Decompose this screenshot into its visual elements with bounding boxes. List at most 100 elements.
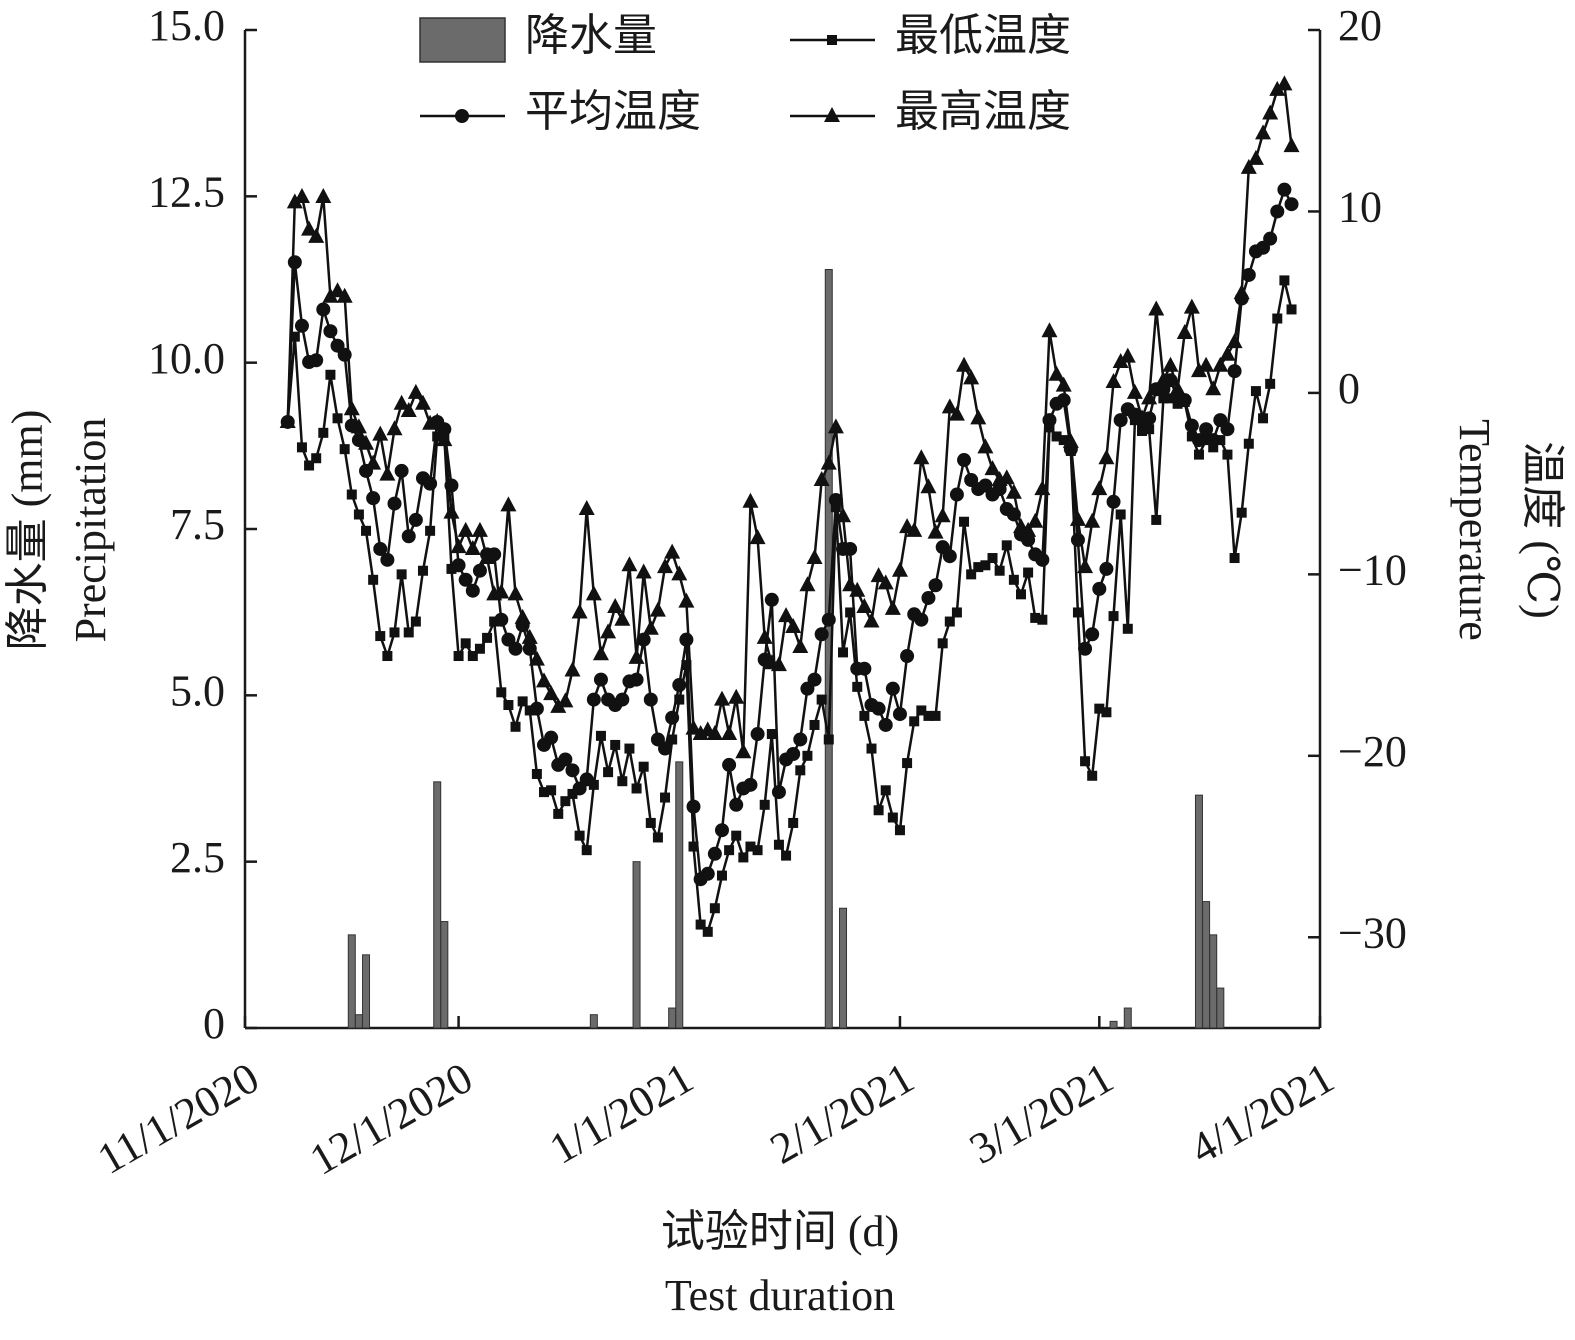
point-marker bbox=[1144, 424, 1155, 435]
point-marker bbox=[581, 845, 592, 856]
point-marker bbox=[802, 750, 813, 761]
x-tick-label: 4/1/2021 bbox=[1182, 1053, 1342, 1174]
point-marker bbox=[432, 431, 443, 442]
point-marker bbox=[375, 631, 386, 642]
point-marker bbox=[885, 681, 900, 696]
point-marker bbox=[1240, 158, 1257, 174]
point-marker bbox=[1277, 182, 1292, 197]
x-tick-label: 12/1/2020 bbox=[302, 1053, 481, 1185]
point-marker bbox=[544, 730, 559, 745]
point-marker bbox=[322, 287, 339, 303]
bar bbox=[1194, 794, 1203, 1029]
point-marker bbox=[1122, 623, 1133, 634]
point-marker bbox=[942, 549, 957, 564]
point-marker bbox=[707, 846, 722, 861]
point-marker bbox=[638, 761, 649, 772]
point-marker bbox=[1250, 386, 1261, 397]
y-tick-label: 2.5 bbox=[170, 833, 225, 882]
point-marker bbox=[792, 637, 809, 653]
point-marker bbox=[688, 841, 699, 852]
bar bbox=[362, 954, 371, 1029]
point-marker bbox=[529, 701, 544, 716]
point-marker bbox=[387, 496, 402, 511]
point-marker bbox=[571, 603, 588, 619]
point-marker bbox=[294, 318, 309, 333]
point-marker bbox=[311, 453, 322, 464]
y-tick-label: 10.0 bbox=[148, 334, 225, 383]
point-marker bbox=[813, 471, 830, 487]
point-marker bbox=[1183, 298, 1200, 314]
point-marker bbox=[894, 825, 905, 836]
point-marker bbox=[859, 710, 870, 721]
point-marker bbox=[358, 434, 375, 450]
point-marker bbox=[838, 647, 849, 658]
point-marker bbox=[738, 852, 749, 863]
point-marker bbox=[489, 616, 500, 627]
point-marker bbox=[927, 523, 944, 539]
point-marker bbox=[884, 599, 901, 615]
point-marker bbox=[729, 797, 744, 812]
point-marker bbox=[460, 638, 471, 649]
point-marker bbox=[1137, 426, 1148, 437]
point-marker bbox=[1276, 75, 1293, 91]
point-marker bbox=[1113, 413, 1128, 428]
point-marker bbox=[610, 739, 621, 750]
point-marker bbox=[857, 661, 872, 676]
point-marker bbox=[914, 612, 929, 627]
bar bbox=[347, 934, 356, 1029]
point-marker bbox=[361, 525, 372, 536]
point-marker bbox=[531, 768, 542, 779]
point-marker bbox=[1098, 449, 1115, 465]
y2-axis-label: Temperature bbox=[1450, 419, 1499, 641]
bar bbox=[440, 921, 449, 1029]
point-marker bbox=[835, 507, 852, 523]
point-marker bbox=[536, 672, 553, 688]
point-marker bbox=[507, 585, 524, 601]
point-marker bbox=[750, 727, 765, 742]
point-marker bbox=[389, 627, 400, 638]
point-marker bbox=[685, 719, 702, 735]
point-marker bbox=[845, 607, 856, 618]
point-marker bbox=[379, 465, 396, 481]
point-marker bbox=[1255, 124, 1272, 140]
point-marker bbox=[1176, 324, 1193, 340]
point-marker bbox=[287, 255, 302, 270]
point-marker bbox=[1193, 449, 1204, 460]
point-marker bbox=[728, 688, 745, 704]
point-marker bbox=[766, 729, 777, 740]
point-marker bbox=[778, 607, 795, 623]
y2-tick-label: 0 bbox=[1338, 364, 1360, 413]
point-marker bbox=[1201, 435, 1212, 446]
point-marker bbox=[1199, 422, 1214, 437]
point-marker bbox=[649, 601, 666, 617]
point-marker bbox=[900, 649, 915, 664]
point-marker bbox=[567, 788, 578, 799]
point-marker bbox=[472, 563, 487, 578]
point-marker bbox=[871, 701, 886, 716]
point-marker bbox=[1208, 442, 1219, 453]
point-marker bbox=[793, 732, 808, 747]
point-marker bbox=[807, 672, 822, 687]
point-marker bbox=[880, 785, 891, 796]
point-marker bbox=[743, 777, 758, 792]
point-marker bbox=[1115, 509, 1126, 520]
point-marker bbox=[878, 717, 893, 732]
point-marker bbox=[781, 850, 792, 861]
point-marker bbox=[856, 598, 873, 614]
point-marker bbox=[410, 616, 421, 627]
point-marker bbox=[301, 220, 318, 236]
point-marker bbox=[560, 796, 571, 807]
point-marker bbox=[956, 356, 973, 372]
point-marker bbox=[1162, 356, 1179, 372]
point-marker bbox=[706, 725, 723, 741]
point-marker bbox=[329, 282, 346, 298]
point-marker bbox=[309, 353, 324, 368]
legend-label: 降水量 bbox=[525, 11, 657, 60]
point-marker bbox=[386, 420, 403, 436]
point-marker bbox=[1258, 413, 1269, 424]
point-marker bbox=[553, 808, 564, 819]
point-marker bbox=[1286, 304, 1297, 315]
point-marker bbox=[1241, 267, 1256, 282]
point-marker bbox=[457, 521, 474, 537]
point-marker bbox=[984, 460, 1001, 476]
